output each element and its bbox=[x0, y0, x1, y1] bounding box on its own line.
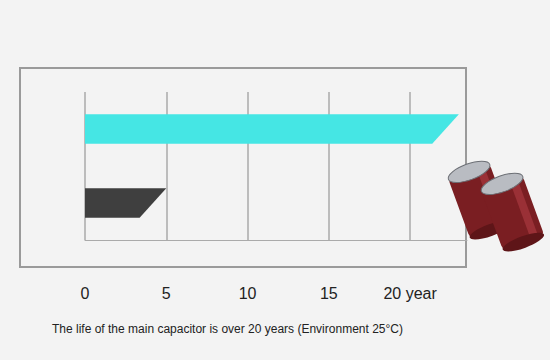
svg-text:10: 10 bbox=[239, 285, 257, 302]
svg-text:15: 15 bbox=[320, 285, 338, 302]
svg-text:The life of the main capacitor: The life of the main capacitor is over 2… bbox=[52, 322, 403, 336]
svg-text:20 year: 20 year bbox=[383, 285, 437, 302]
svg-text:5: 5 bbox=[162, 285, 171, 302]
svg-text:0: 0 bbox=[81, 285, 90, 302]
